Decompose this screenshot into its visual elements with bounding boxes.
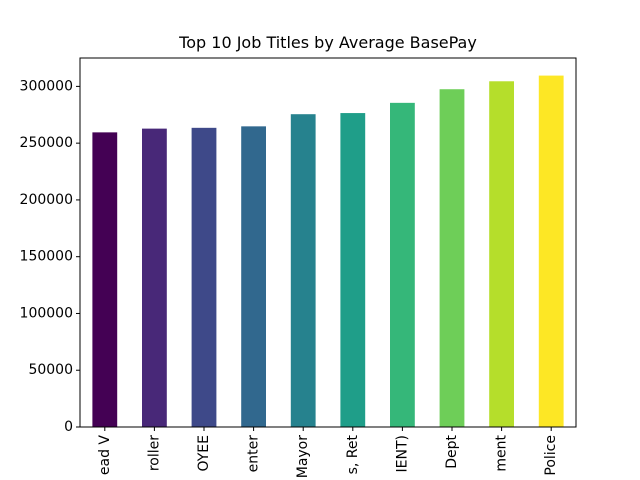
x-tick-label: enter [246, 435, 262, 473]
bar-10 [538, 75, 564, 428]
bar-5 [290, 114, 316, 427]
bar-6 [340, 113, 366, 427]
y-tick-label: 0 [64, 419, 73, 435]
y-tick-label: 100000 [20, 305, 73, 321]
y-tick-label: 250000 [20, 135, 73, 151]
x-tick-label: s, Ret [345, 435, 361, 475]
y-tick-label: 200000 [20, 192, 73, 208]
bar-2 [142, 128, 167, 428]
y-tick-label: 300000 [20, 78, 73, 94]
plot-frame [79, 57, 577, 428]
y-axis: 0 50000 100000 150000 200000 250000 300000 [20, 78, 80, 435]
x-tick-label: Police [543, 435, 559, 476]
x-tick-label: IENT) [394, 435, 410, 472]
bar-8 [439, 89, 465, 427]
x-axis: ead V roller OYEE enter Mayor s, Ret IENT) Dept… [97, 427, 559, 478]
x-tick-label: ead V [97, 435, 113, 476]
bars-group [92, 75, 564, 428]
x-tick-label: OYEE [196, 435, 212, 472]
x-tick-label: roller [146, 435, 162, 471]
bar-4 [241, 126, 266, 427]
x-tick-label: Dept [444, 435, 460, 469]
bar-3 [191, 127, 217, 427]
x-tick-label: ment [494, 435, 510, 472]
x-tick-label: Mayor [295, 435, 311, 479]
bar-9 [489, 81, 514, 427]
chart-title: Top 10 Job Titles by Average BasePay [178, 33, 477, 52]
y-tick-label: 50000 [28, 362, 73, 378]
bar-1 [92, 132, 118, 428]
bar-7 [390, 102, 415, 428]
y-tick-label: 150000 [20, 249, 73, 265]
